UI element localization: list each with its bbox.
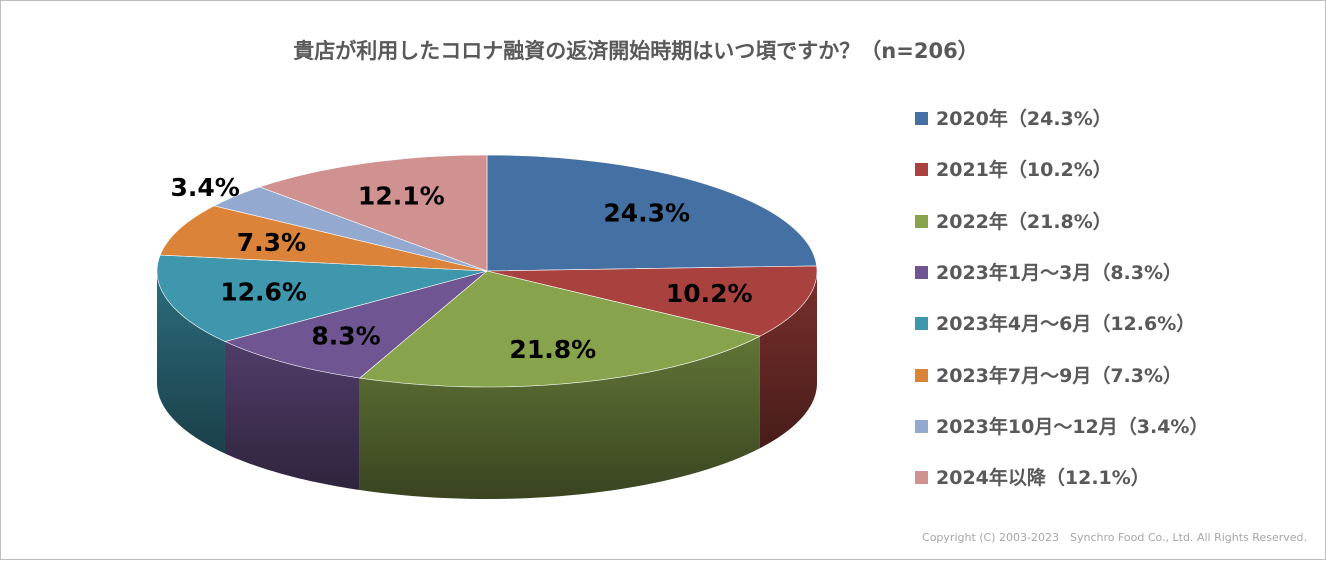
pie-data-labels: 24.3% 10.2% 21.8% 8.3%12.6% 7.3% 3.4% 12.1% xyxy=(171,173,753,364)
legend-swatch-6 xyxy=(915,368,928,382)
legend-item-5: 2023年4月～6月（12.6%） xyxy=(915,309,1315,335)
legend-item-6: 2023年7月～9月（7.3%） xyxy=(915,361,1315,387)
legend-label-7: 2023年10月～12月（3.4%） xyxy=(936,415,1209,438)
legend-item-1: 2020年（24.3%） xyxy=(915,104,1315,130)
legend-item-8: 2024年以降（12.1%） xyxy=(915,463,1315,489)
pie-side-3 xyxy=(359,336,760,499)
legend-swatch-3 xyxy=(915,214,928,228)
legend-item-4: 2023年1月～3月（8.3%） xyxy=(915,258,1315,284)
pie-slice-2 xyxy=(486,265,818,337)
pie-slice-8 xyxy=(258,154,488,272)
legend-item-7: 2023年10月～12月（3.4%） xyxy=(915,412,1315,438)
legend-swatch-7 xyxy=(915,419,928,433)
legend-swatch-8 xyxy=(915,471,928,485)
legend-label-8: 2024年以降（12.1%） xyxy=(936,467,1150,490)
chart-title: 貴店が利用したコロナ融資の返済開始時期はいつ頃ですか？（n=206） xyxy=(293,39,979,63)
pie-slices xyxy=(156,154,818,388)
data-label-6: 7.3% xyxy=(237,228,306,257)
pie-side-4 xyxy=(224,341,360,491)
data-label-3: 21.8% xyxy=(509,335,596,364)
legend-swatch-4 xyxy=(915,265,928,279)
legend-label-3: 2022年（21.8%） xyxy=(936,210,1112,233)
legend-label-2: 2021年（10.2%） xyxy=(936,159,1112,182)
data-label-7: 3.4% xyxy=(171,173,240,202)
legend-item-2: 2021年（10.2%） xyxy=(915,155,1315,181)
pie-side-2 xyxy=(759,271,817,449)
legend-swatch-1 xyxy=(915,112,928,125)
legend-label-4: 2023年1月～3月（8.3%） xyxy=(936,261,1183,284)
pie-slice-3 xyxy=(359,270,761,388)
legend-label-5: 2023年4月～6月（12.6%） xyxy=(936,313,1196,336)
pie-slice-5 xyxy=(156,254,488,342)
copyright-notice: Copyright (C) 2003-2023 Synchro Food Co.… xyxy=(922,531,1307,544)
legend-label-1: 2020年（24.3%） xyxy=(936,108,1112,130)
pie-slice-1 xyxy=(486,154,818,272)
data-label-5: 12.6% xyxy=(220,278,307,307)
data-label-1: 24.3% xyxy=(603,198,690,227)
legend-swatch-5 xyxy=(915,317,928,331)
pie-slice-4 xyxy=(224,270,488,379)
pie-side-5 xyxy=(157,271,225,454)
pie-slice-6 xyxy=(159,205,488,272)
legend-swatch-2 xyxy=(915,163,928,177)
legend-label-6: 2023年7月～9月（7.3%） xyxy=(936,364,1183,387)
pie-side-walls xyxy=(157,271,817,499)
legend-item-3: 2022年（21.8%） xyxy=(915,207,1315,233)
data-label-2: 10.2% xyxy=(666,279,753,308)
data-label-8: 12.1% xyxy=(358,182,445,211)
data-label-4: 8.3% xyxy=(311,321,380,350)
